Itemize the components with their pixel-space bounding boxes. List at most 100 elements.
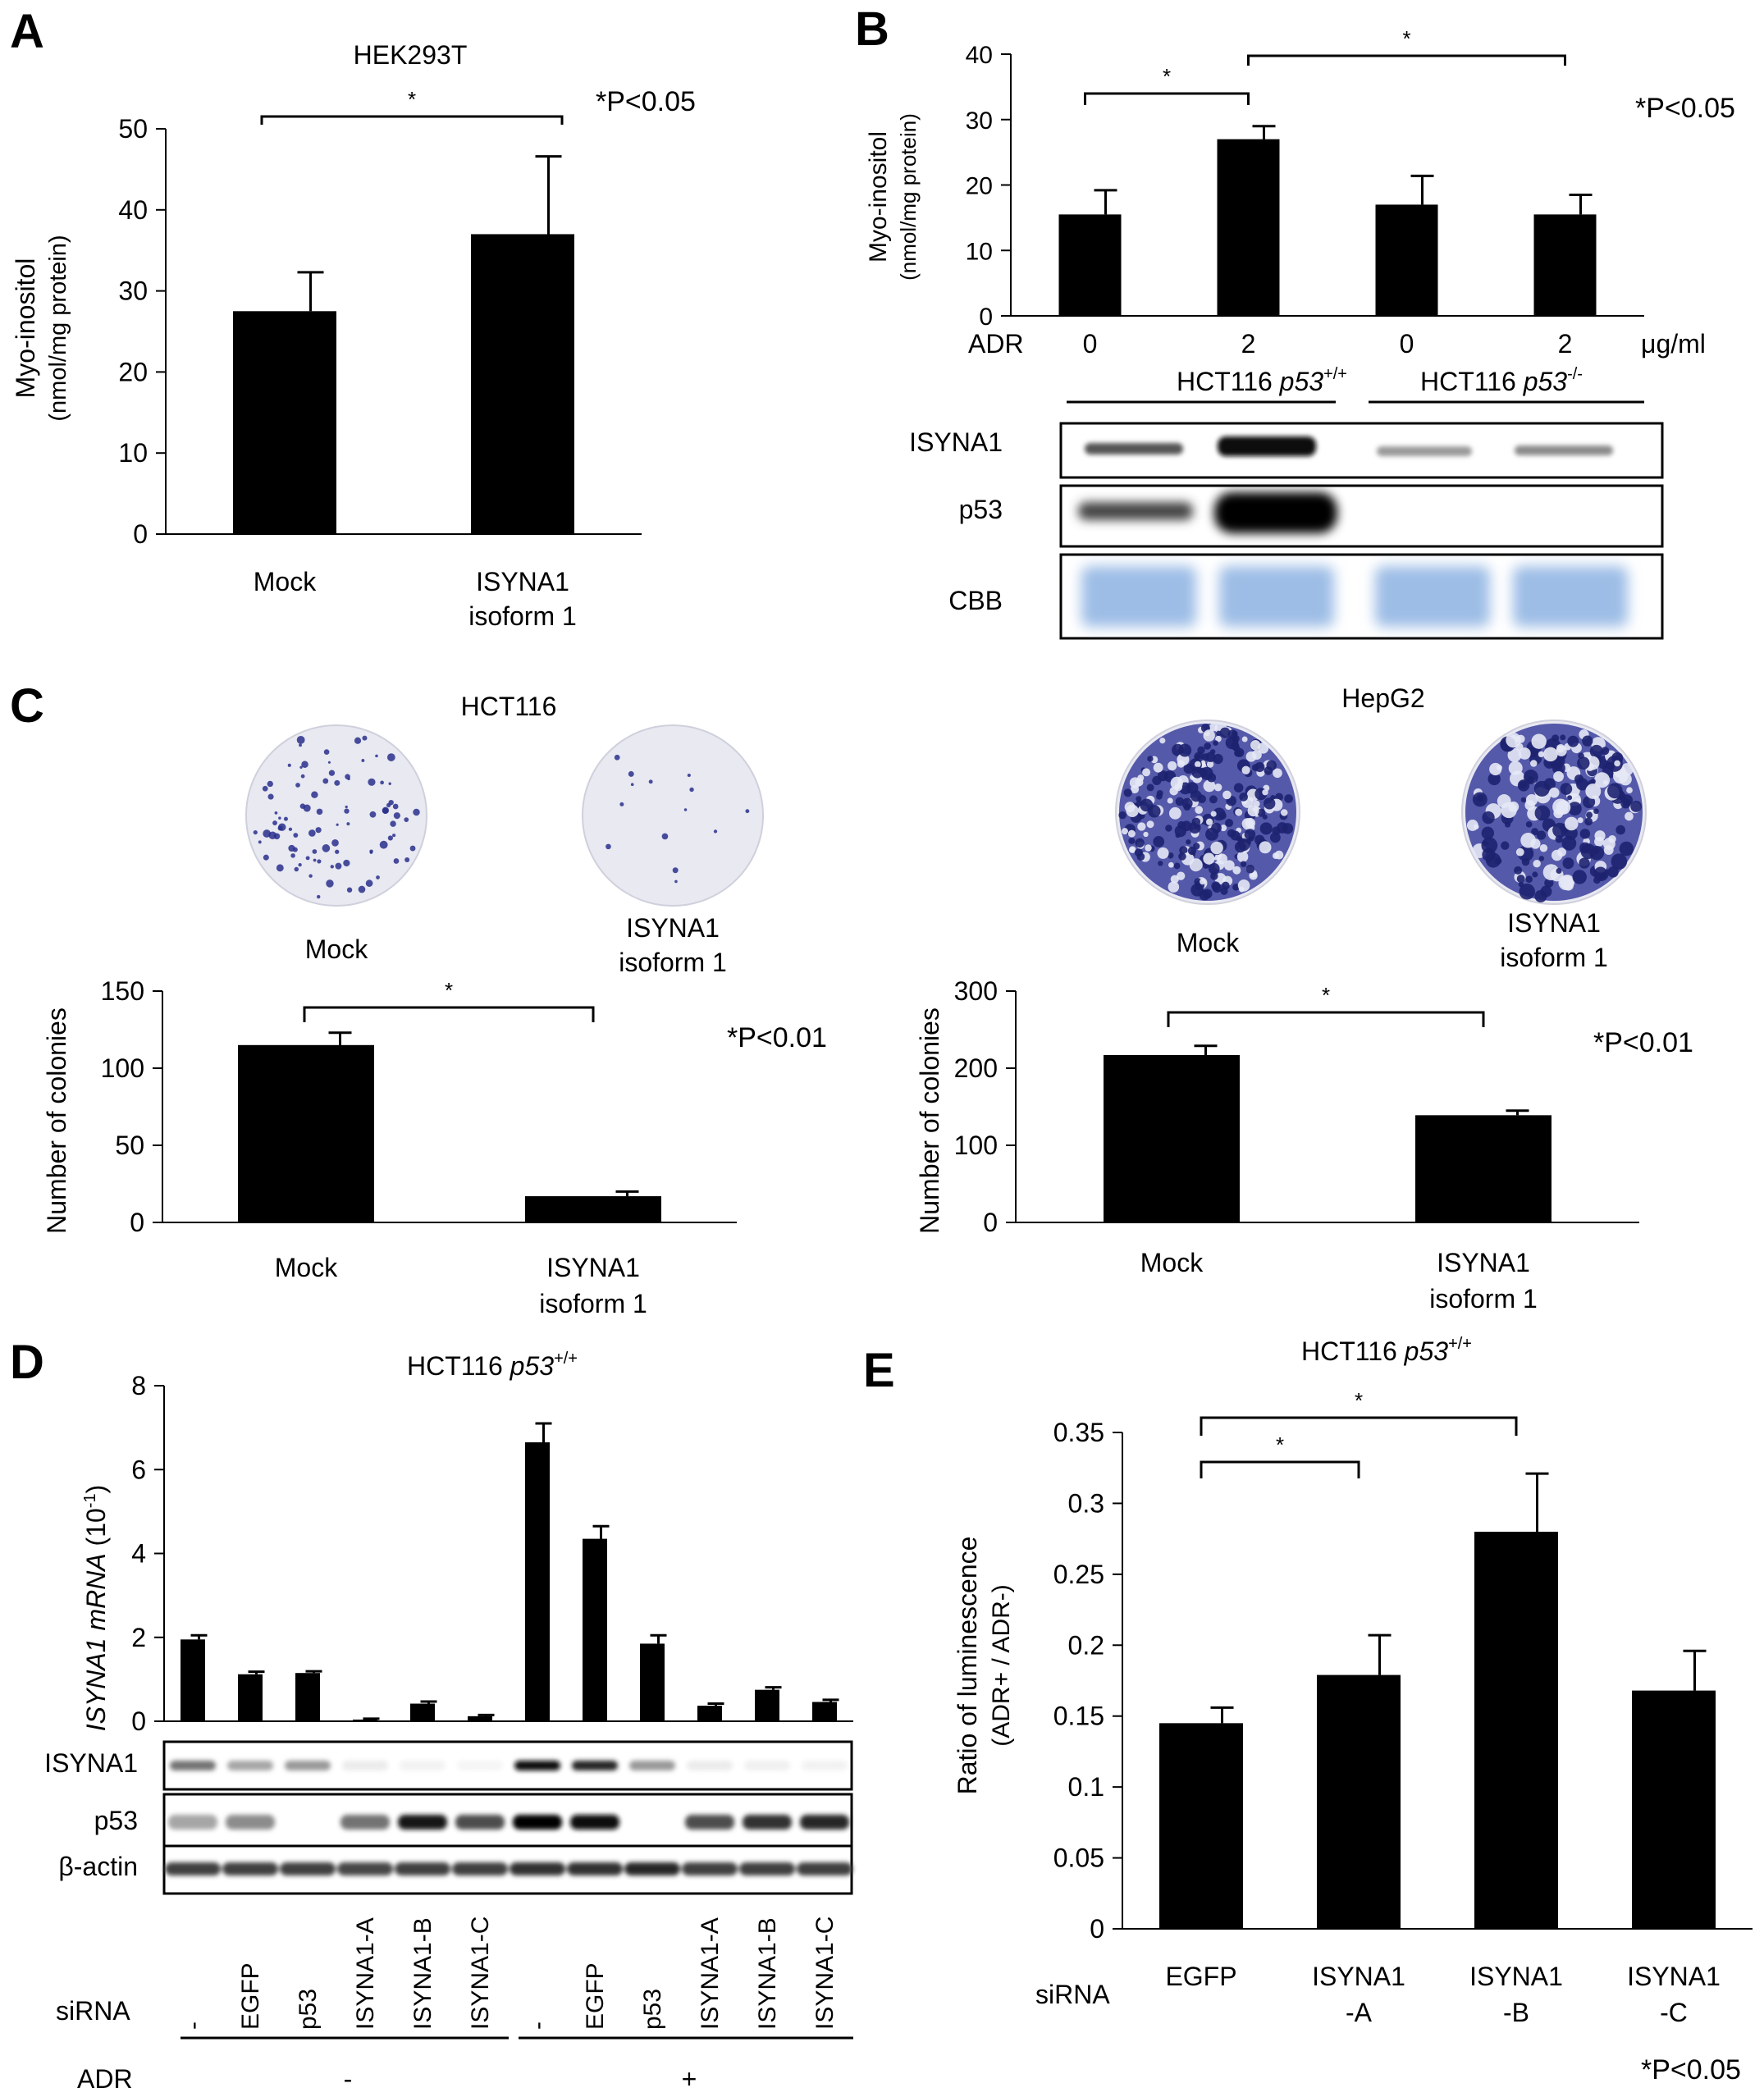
panel-a: A HEK293T *P<0.05 Myo-inositol (nmol/mg … <box>10 5 696 631</box>
colony <box>335 862 342 870</box>
y-tick-label: 40 <box>966 42 993 69</box>
blot-band <box>165 1862 221 1875</box>
colony <box>272 820 277 826</box>
colony <box>1555 835 1563 843</box>
bar <box>812 1702 837 1721</box>
y-tick-label: 20 <box>966 173 993 200</box>
colony <box>1177 820 1186 829</box>
colony <box>393 858 400 864</box>
colony <box>1127 829 1136 838</box>
y-tick-label: 0.05 <box>1053 1843 1104 1873</box>
colony <box>1620 763 1634 776</box>
bar <box>1632 1690 1716 1929</box>
cbb-lane <box>1513 566 1628 627</box>
bar-chart-d: 0 2 4 6 8 <box>131 1371 853 1736</box>
colony <box>315 827 322 834</box>
colony <box>1195 806 1204 814</box>
panel-c: C HCT116 HepG2 Mock ISYNA1 isoform 1 Moc… <box>10 679 1693 1318</box>
colony <box>1168 861 1174 868</box>
blot-band <box>685 1815 734 1830</box>
y-axis-label-d: ISYNA1 mRNA (10-1) <box>81 1485 111 1732</box>
colony <box>1531 828 1539 836</box>
colony <box>1280 809 1288 816</box>
blot-band <box>342 1761 388 1770</box>
colony <box>331 838 339 847</box>
plate-label-c-left-1: Mock <box>305 934 368 964</box>
x-tick-label: ISYNA1 <box>1627 1962 1721 1991</box>
colony <box>1247 805 1259 817</box>
colony <box>1538 856 1545 861</box>
colony <box>1134 848 1143 857</box>
colony <box>1508 761 1523 775</box>
sirna-lane-label: p53 <box>639 1989 666 2030</box>
colony <box>354 737 362 744</box>
sirna-lane-label: ISYNA1-A <box>697 1917 724 2030</box>
blot-band <box>168 1815 217 1830</box>
x-tick-label: 2 <box>1241 329 1256 359</box>
sirna-lane-label: ISYNA1-B <box>754 1917 781 2030</box>
x-tick-label: isoform 1 <box>468 601 577 631</box>
colony <box>1568 802 1582 816</box>
svg-text:ISYNA1 mRNA (10-1): ISYNA1 mRNA (10-1) <box>81 1485 111 1732</box>
colony <box>1218 811 1227 820</box>
colony <box>322 844 331 852</box>
colony <box>300 774 305 779</box>
sirna-lane-label: ISYNA1-C <box>811 1917 839 2030</box>
colony <box>1593 808 1599 815</box>
colony <box>1219 727 1231 738</box>
sirna-lane-label: EGFP <box>237 1962 264 2030</box>
significance-marker: * <box>1322 983 1330 1007</box>
colony <box>1284 794 1293 803</box>
colony <box>1560 783 1573 795</box>
blot-band <box>744 1761 790 1770</box>
colony <box>1118 811 1126 820</box>
bar <box>353 1719 377 1721</box>
colony <box>1220 825 1227 832</box>
colony <box>1191 766 1204 779</box>
colony <box>278 816 281 820</box>
y-axis-label-b-line2: (nmol/mg protein) <box>896 113 921 281</box>
colony <box>379 840 388 849</box>
colony <box>1551 734 1560 742</box>
adr-row-label-d: ADR <box>77 2064 133 2094</box>
colony <box>1532 871 1538 878</box>
colony <box>1223 860 1235 871</box>
colony <box>267 793 274 800</box>
bar <box>410 1703 435 1721</box>
bar <box>1159 1723 1243 1929</box>
colony <box>1206 773 1217 783</box>
y-axis-label-b: Myo-inositol (nmol/mg protein) <box>865 113 921 281</box>
group-label-b-2: HCT116 p53-/- <box>1420 365 1583 396</box>
blot-band <box>682 1862 738 1875</box>
colony <box>1227 729 1238 740</box>
colony <box>1170 776 1183 789</box>
x-tick-label: ISYNA1 <box>1469 1962 1563 1991</box>
colony <box>1146 784 1154 792</box>
bar <box>583 1538 607 1721</box>
colony <box>1253 800 1260 808</box>
colony <box>1589 744 1603 759</box>
colony <box>1519 780 1528 789</box>
panel-label-e: E <box>863 1344 895 1397</box>
colony <box>1558 875 1574 891</box>
y-tick-label: 150 <box>101 976 144 1006</box>
colony <box>1199 889 1210 901</box>
blot-band <box>395 1862 450 1875</box>
colony <box>648 779 653 784</box>
colony <box>1145 844 1152 852</box>
significance-bracket <box>1200 1416 1518 1436</box>
y-axis-label-c-right: Number of colonies <box>915 1007 944 1234</box>
chart-title-c-left: HCT116 <box>461 692 557 721</box>
colony <box>1146 820 1154 829</box>
colony <box>347 777 350 781</box>
y-tick-label: 0 <box>983 1208 998 1237</box>
colony <box>1259 841 1272 854</box>
colony <box>1126 804 1139 817</box>
colony <box>1210 841 1223 855</box>
bar <box>1104 1055 1240 1222</box>
x-tick-label: ISYNA1 <box>1437 1248 1530 1277</box>
colony <box>1523 770 1538 784</box>
blot-band <box>457 1761 503 1770</box>
colony <box>1159 738 1166 744</box>
colony <box>1137 822 1146 831</box>
